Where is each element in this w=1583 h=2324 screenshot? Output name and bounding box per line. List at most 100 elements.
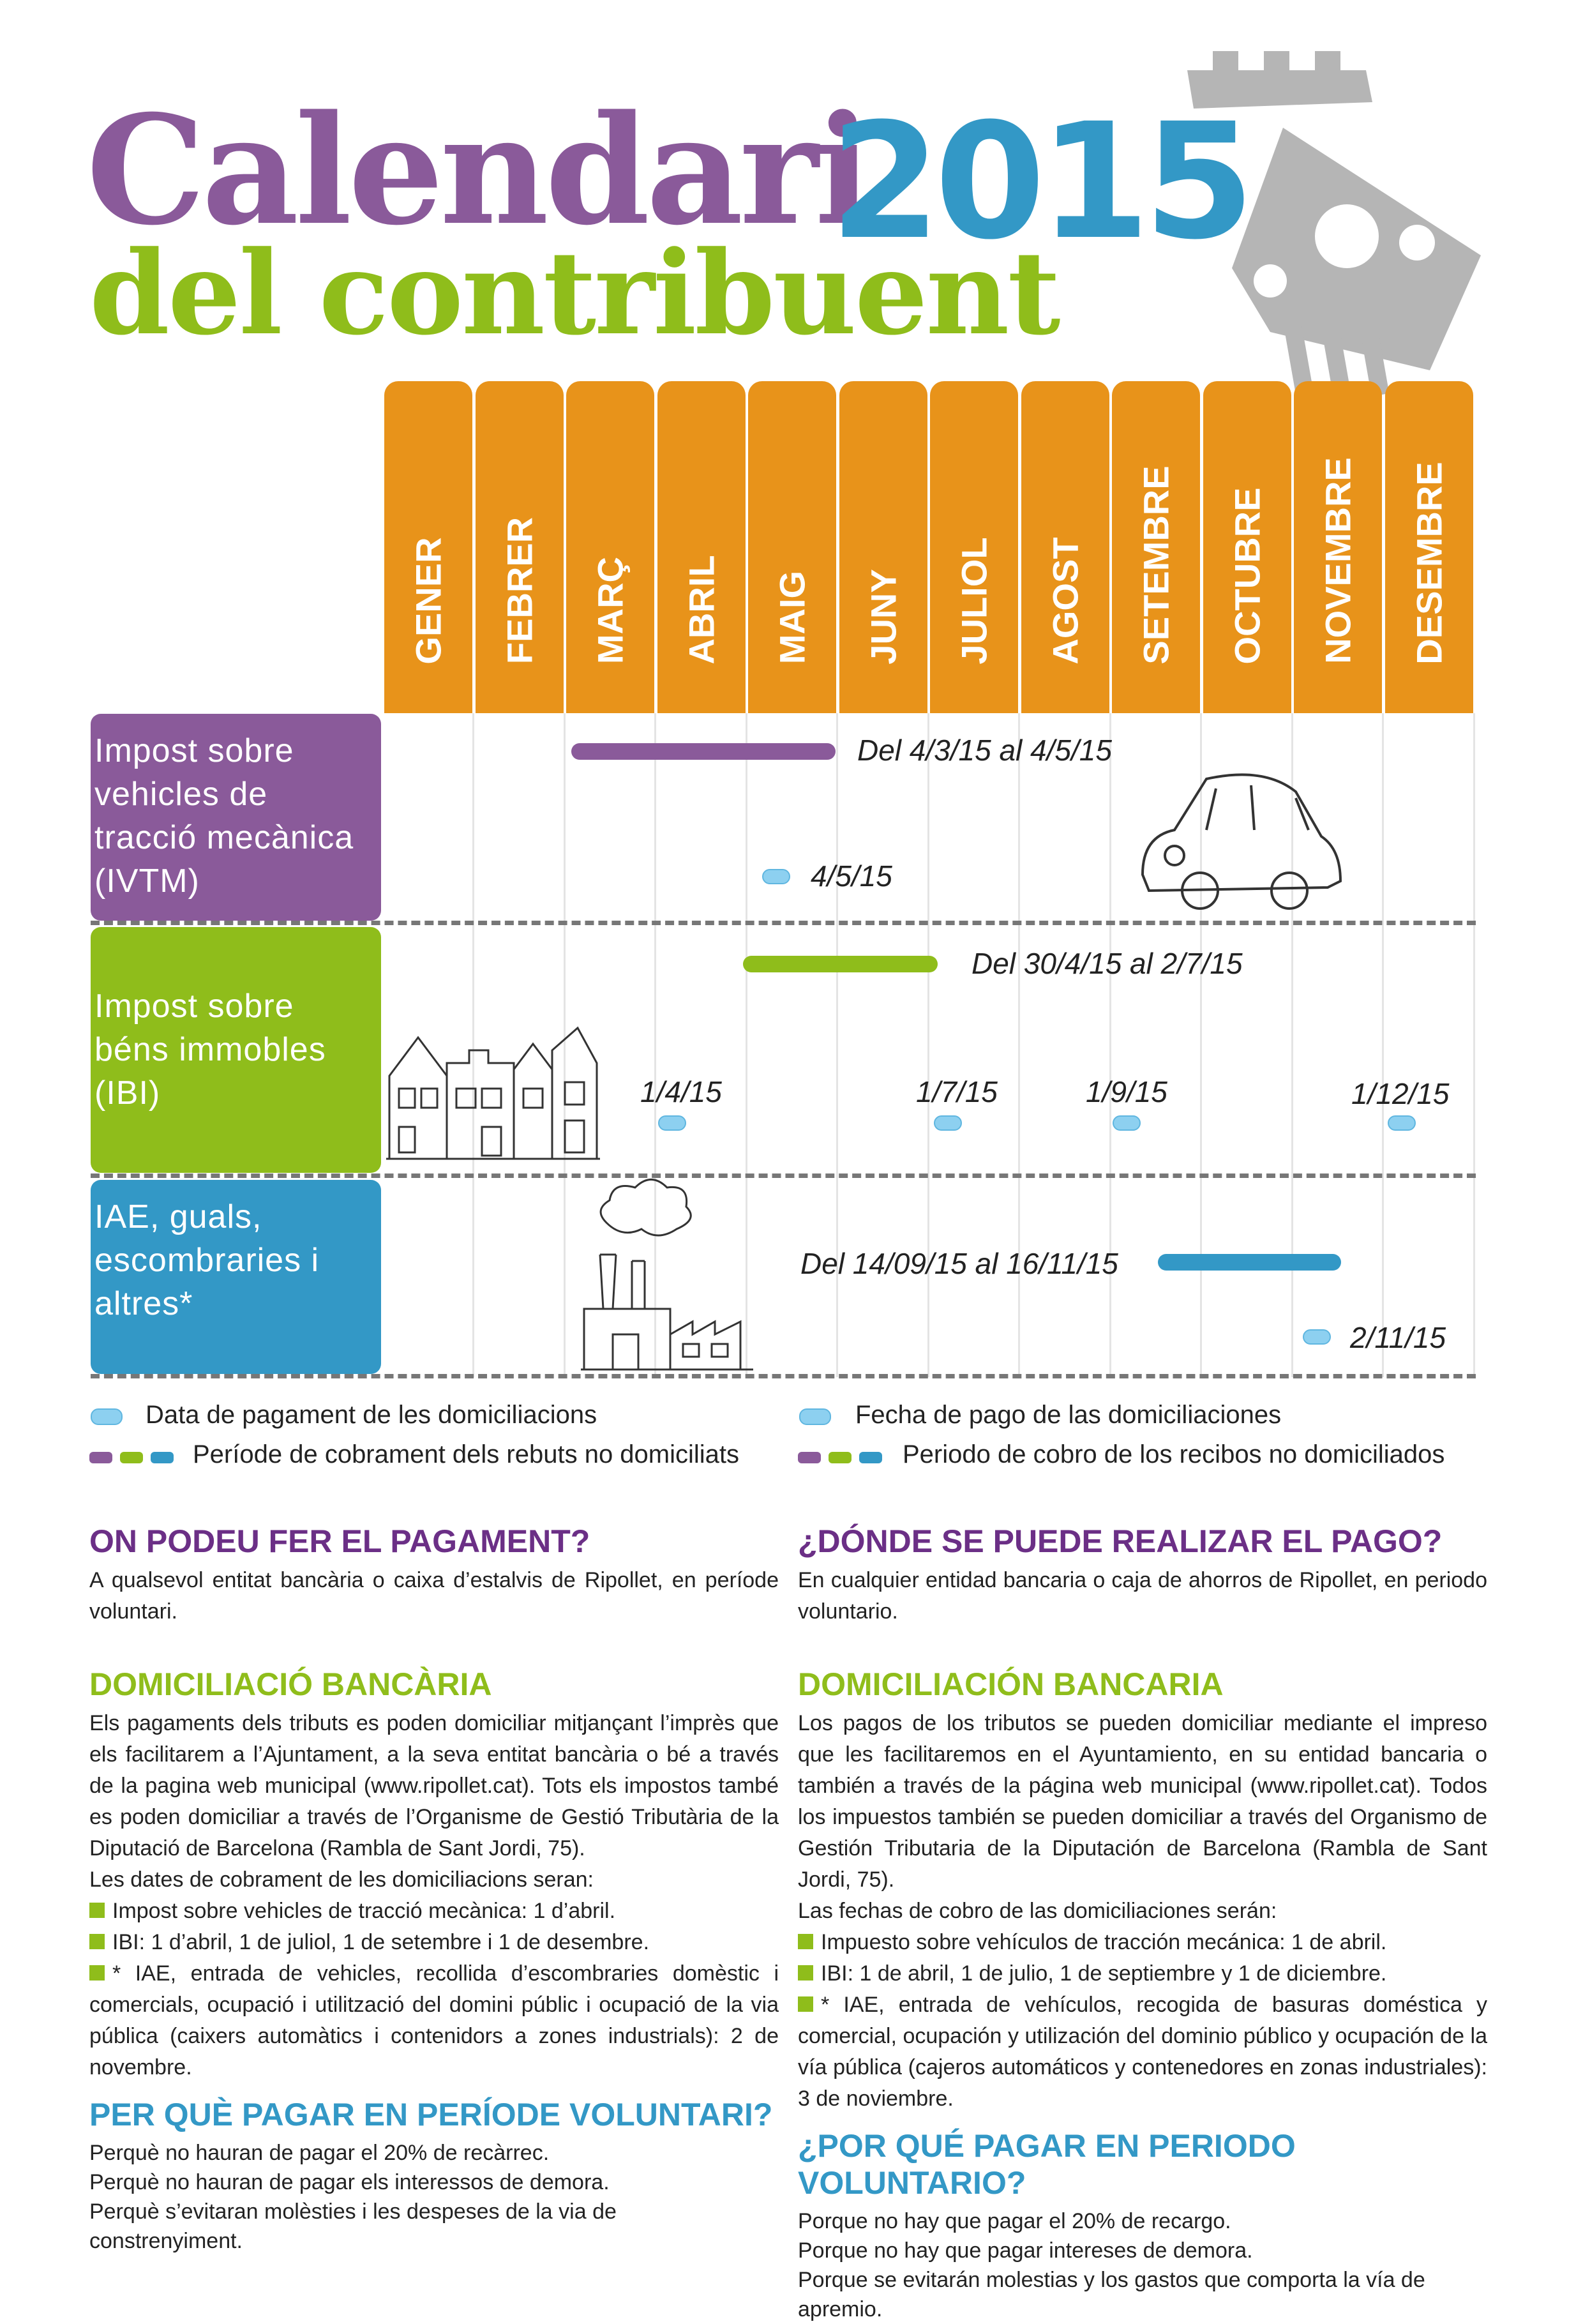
month-header-agost: AGOST	[1021, 381, 1109, 713]
month-gridline	[836, 713, 838, 1377]
text-where-pay: En cualquier entidad bancaria o caja de …	[798, 1568, 1487, 1624]
reason-item: Perquè no hauran de pagar el 20% de recà…	[89, 2141, 550, 2165]
month-gridline	[654, 713, 656, 1377]
month-label: DESEMBRE	[1409, 461, 1449, 665]
month-label: AGOST	[1045, 536, 1085, 665]
ibi-payment-date: 1/9/15	[1086, 1075, 1167, 1108]
ivtm-payment-date: 4/5/15	[811, 859, 892, 893]
bullet-item: IBI: 1 de abril, 1 de julio, 1 de septie…	[798, 1958, 1487, 1989]
iae-payment-date: 2/11/15	[1350, 1321, 1446, 1354]
ibi-payment-date: 1/7/15	[916, 1075, 998, 1108]
houses-illustration-icon	[386, 1026, 600, 1160]
factory-illustration-icon	[581, 1179, 753, 1371]
month-gridline	[745, 713, 747, 1377]
heading-why-voluntary: PER QUÈ PAGAR EN PERÍODE VOLUNTARI?	[89, 2097, 773, 2132]
month-gridline	[1109, 713, 1111, 1377]
month-gridline	[563, 713, 566, 1377]
bullet-item: * IAE, entrada de vehicles, recollida d’…	[89, 1961, 779, 2079]
row-label-iae: IAE, guals, escombraries i altres*	[91, 1180, 381, 1374]
row-divider	[91, 1374, 1476, 1378]
ibi-period-label: Del 30/4/15 al 2/7/15	[972, 947, 1243, 980]
month-header-novembre: NOVEMBRE	[1294, 381, 1382, 713]
heading-direct-debit: DOMICILIACIÓ BANCÀRIA	[89, 1666, 492, 1702]
month-header-juliol: JULIOL	[930, 381, 1018, 713]
ibi-payment-pill	[658, 1115, 686, 1131]
heading-where-pay: ¿DÓNDE SE PUEDE REALIZAR EL PAGO?	[798, 1523, 1443, 1559]
month-header-gener: GENER	[384, 381, 472, 713]
month-label: JULIOL	[954, 536, 994, 665]
month-header-desembre: DESEMBRE	[1384, 381, 1473, 713]
reason-item: Porque no hay que pagar el 20% de recarg…	[798, 2209, 1231, 2233]
spanish-column: ¿DÓNDE SE PUEDE REALIZAR EL PAGO? En cua…	[798, 1523, 1487, 2324]
ibi-payment-date: 1/12/15	[1351, 1077, 1450, 1110]
month-header-febrer: FEBRER	[475, 381, 564, 713]
month-label: FEBRER	[499, 517, 539, 665]
row-label-ibi: Impost sobre béns immobles (IBI)	[91, 927, 381, 1173]
bullet-item: Impost sobre vehicles de tracció mecànic…	[89, 1896, 779, 1927]
ibi-period-bar	[743, 956, 938, 972]
month-label: GENER	[408, 536, 449, 665]
legend-payment-pill	[799, 1408, 831, 1425]
heading-direct-debit: DOMICILIACIÓN BANCARIA	[798, 1666, 1224, 1702]
ivtm-period-label: Del 4/3/15 al 4/5/15	[857, 734, 1112, 767]
month-header-abril: ABRIL	[657, 381, 746, 713]
legend-period-swatches	[89, 1452, 174, 1463]
month-label: OCTUBRE	[1227, 487, 1267, 664]
title-subtitle: del contribuent	[89, 226, 1061, 361]
ibi-payment-pill	[1388, 1115, 1416, 1131]
reason-item: Porque se evitarán molestias y los gasto…	[798, 2268, 1425, 2321]
title-calendari: Calendari	[86, 82, 872, 259]
month-header-octubre: OCTUBRE	[1203, 381, 1291, 713]
month-label: NOVEMBRE	[1317, 457, 1358, 664]
month-header-juny: JUNY	[839, 381, 927, 713]
legend-period-es: Periodo de cobro de los recibos no domic…	[903, 1440, 1445, 1468]
legend-payment-ca: Data de pagament de les domiciliacions	[146, 1401, 597, 1429]
row-label-ivtm: Impost sobre vehicles de tracció mecànic…	[91, 714, 381, 921]
month-gridline	[1200, 713, 1202, 1377]
bullet-item: * IAE, entrada de vehículos, recogida de…	[798, 1993, 1487, 2111]
car-illustration-icon	[1141, 773, 1342, 910]
month-gridline	[1291, 713, 1293, 1377]
month-label: SETEMBRE	[1136, 465, 1176, 665]
month-gridline	[472, 713, 474, 1377]
month-label: JUNY	[863, 568, 903, 665]
month-header-setembre: SETEMBRE	[1112, 381, 1200, 713]
month-header-març: MARÇ	[566, 381, 654, 713]
title-year: 2015	[830, 89, 1255, 275]
text-direct-debit: Los pagos de los tributos se pueden domi…	[798, 1711, 1487, 1892]
legend-payment-es: Fecha de pago de las domiciliaciones	[855, 1401, 1282, 1429]
month-label: ABRIL	[681, 554, 721, 665]
ivtm-period-bar	[571, 743, 836, 760]
row-divider	[91, 921, 1476, 925]
ibi-payment-date: 1/4/15	[640, 1075, 722, 1108]
month-gridline	[1382, 713, 1384, 1377]
month-gridline	[1473, 713, 1475, 1377]
reason-item: Perquè s’evitaran molèsties i les despes…	[89, 2200, 617, 2253]
month-label: MAIG	[772, 570, 813, 665]
bullet-item: Impuesto sobre vehículos de tracción mec…	[798, 1927, 1487, 1958]
catalan-column: ON PODEU FER EL PAGAMENT? A qualsevol en…	[89, 1523, 779, 2256]
ibi-payment-pill	[934, 1115, 962, 1131]
text-direct-debit: Els pagaments dels tributs es poden domi…	[89, 1711, 779, 1860]
legend-period-swatches	[798, 1452, 882, 1463]
month-gridline	[927, 713, 929, 1377]
text-dates-intro: Las fechas de cobro de las domiciliacion…	[798, 1899, 1277, 1923]
ibi-payment-pill	[1113, 1115, 1141, 1131]
iae-payment-pill	[1303, 1329, 1331, 1345]
row-divider	[91, 1173, 1476, 1178]
text-where-pay: A qualsevol entitat bancària o caixa d’e…	[89, 1568, 779, 1624]
legend-payment-pill	[91, 1408, 123, 1425]
heading-where-pay: ON PODEU FER EL PAGAMENT?	[89, 1523, 590, 1559]
month-label: MARÇ	[590, 557, 631, 664]
iae-period-label: Del 14/09/15 al 16/11/15	[800, 1247, 1118, 1280]
bullet-item: IBI: 1 d’abril, 1 de juliol, 1 de setemb…	[89, 1927, 779, 1958]
month-gridline	[1018, 713, 1020, 1377]
ripollet-logo-icon	[1187, 51, 1481, 396]
reason-item: Perquè no hauran de pagar els interessos…	[89, 2170, 610, 2194]
ivtm-payment-pill	[762, 869, 790, 884]
text-dates-intro: Les dates de cobrament de les domiciliac…	[89, 1867, 594, 1892]
month-header-maig: MAIG	[748, 381, 836, 713]
legend-period-ca: Període de cobrament dels rebuts no domi…	[193, 1440, 740, 1468]
reason-item: Porque no hay que pagar intereses de dem…	[798, 2238, 1253, 2263]
iae-period-bar	[1158, 1254, 1341, 1271]
